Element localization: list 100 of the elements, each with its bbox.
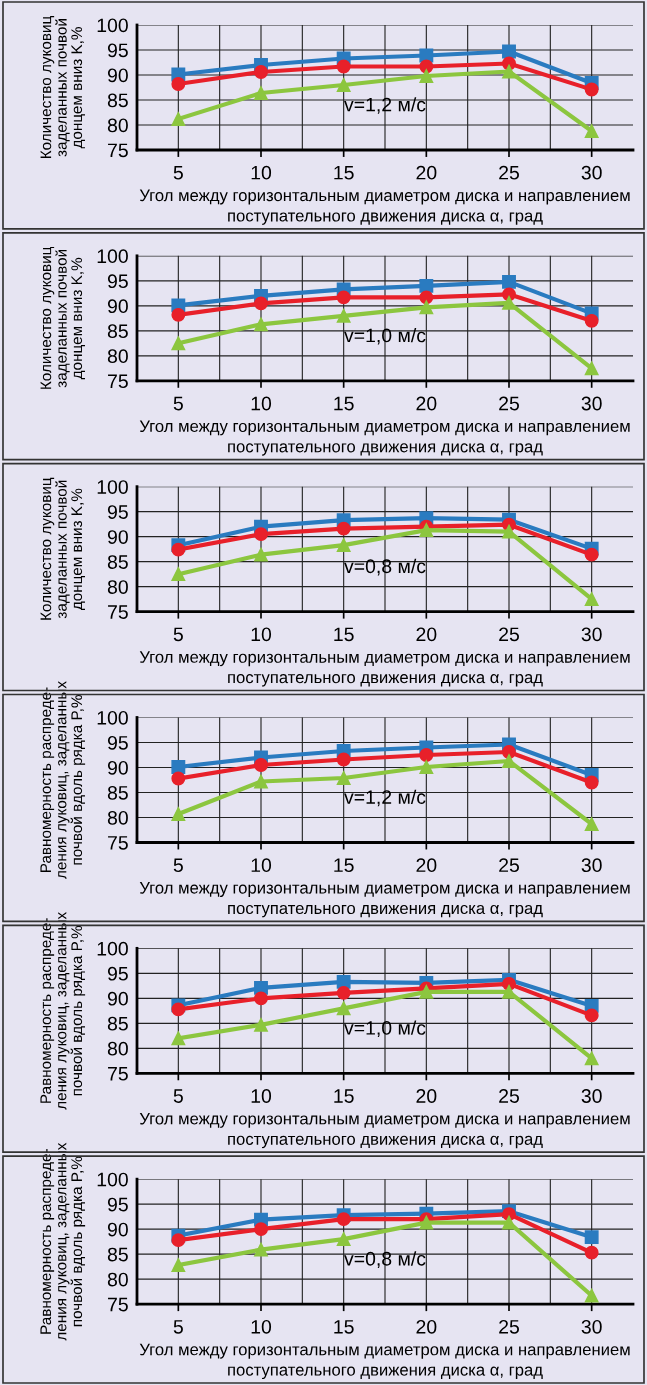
point	[502, 44, 516, 59]
x-axis-title: Угол между горизонтальным диаметром диска и направлением поступательного движения диска α, град	[139, 651, 630, 687]
point	[171, 77, 186, 91]
point	[336, 308, 351, 323]
y-tick-label: 75	[108, 374, 128, 389]
point	[254, 991, 268, 1006]
point	[254, 1242, 268, 1257]
x-tick-label: 5	[173, 1320, 183, 1334]
point	[584, 313, 599, 328]
point	[171, 307, 186, 322]
point	[171, 1233, 186, 1248]
y-tick-label: 90	[107, 68, 128, 83]
point	[171, 1002, 186, 1017]
y-tick-label: 80	[107, 1272, 128, 1287]
y-axis-title: Равномерность распреде- ления луковиц, заделанных почвой вдоль рядка P,%	[40, 1142, 86, 1341]
x-tick-label: 15	[334, 858, 354, 873]
point	[254, 527, 268, 542]
y-tick-label: 95	[107, 505, 128, 519]
y-tick-label: 90	[107, 299, 128, 314]
point	[584, 1245, 599, 1260]
x-tick-label: 30	[581, 165, 602, 180]
point	[336, 521, 351, 536]
x-tick-label: 10	[251, 858, 272, 873]
y-tick-label: 75	[108, 605, 128, 619]
x-tick-label: 20	[416, 627, 437, 642]
y-tick-label: 85	[107, 555, 128, 569]
y-tick-label: 95	[107, 43, 128, 58]
point	[419, 523, 434, 538]
x-tick-label: 25	[499, 396, 519, 411]
x-tick-label: 5	[173, 1089, 183, 1103]
annotation: v=1,2 м/с	[344, 789, 426, 807]
y-tick-label: 100	[97, 1172, 128, 1187]
x-tick-label: 20	[416, 858, 437, 873]
y-tick-label: 90	[107, 530, 128, 544]
x-tick-label: 30	[581, 396, 602, 411]
point	[502, 984, 516, 999]
x-axis-title: Угол между горизонтальным диаметром диска и направлением поступательного движения диска α, град	[139, 1343, 630, 1380]
x-tick-label: 15	[334, 396, 354, 411]
y-axis-title: Равномерность распреде- ления луковиц, заделанных почвой вдоль рядка P,%	[40, 911, 86, 1110]
x-axis-title: Угол между горизонтальным диаметром диска и направлением поступательного движения диска α, град	[139, 420, 630, 456]
point	[336, 538, 351, 553]
x-tick-label: 5	[173, 165, 183, 180]
x-tick-label: 10	[251, 1089, 272, 1103]
point	[254, 547, 268, 562]
point	[584, 124, 599, 138]
point	[336, 985, 351, 1000]
point	[584, 361, 599, 376]
x-tick-label: 25	[499, 165, 519, 180]
point	[171, 771, 186, 786]
y-axis-title: Количество луковиц заделанных почвой донцем вниз K,%	[40, 477, 85, 620]
point	[171, 542, 186, 557]
point	[336, 1232, 351, 1247]
x-tick-label: 10	[251, 396, 272, 411]
y-tick-label: 95	[107, 966, 128, 981]
y-tick-label: 85	[107, 1247, 128, 1262]
point	[254, 774, 268, 789]
point	[254, 317, 268, 332]
x-tick-label: 10	[251, 165, 272, 180]
y-tick-label: 100	[97, 480, 128, 494]
x-tick-label: 20	[416, 396, 437, 411]
x-tick-label: 30	[581, 627, 602, 642]
point	[419, 300, 434, 315]
x-tick-label: 15	[334, 1320, 354, 1334]
point	[502, 295, 516, 310]
point	[336, 290, 351, 305]
y-tick-label: 75	[108, 836, 128, 850]
y-tick-label: 95	[107, 274, 128, 289]
y-tick-label: 90	[107, 760, 128, 775]
point	[584, 1288, 599, 1303]
point	[584, 592, 599, 607]
y-tick-label: 100	[97, 941, 128, 956]
point	[419, 290, 434, 305]
point	[336, 1001, 351, 1016]
point	[254, 758, 268, 772]
x-tick-label: 20	[416, 165, 437, 180]
annotation: v=1,0 м/с	[344, 328, 426, 345]
point	[171, 1258, 186, 1273]
y-tick-label: 85	[107, 93, 128, 108]
point	[336, 59, 351, 74]
point	[584, 1008, 599, 1023]
x-tick-label: 30	[581, 1089, 602, 1103]
point	[336, 1212, 351, 1227]
y-axis-title: Равномерность распреде- ления луковиц, заделанных почвой вдоль рядка P,%	[40, 681, 86, 879]
y-axis-title: Количество луковиц заделанных почвой донцем вниз K,%	[40, 246, 85, 389]
annotation: v=1,0 м/с	[344, 1020, 426, 1038]
x-tick-label: 10	[251, 1319, 272, 1334]
point	[584, 82, 599, 97]
x-tick-label: 25	[499, 858, 519, 873]
x-tick-label: 5	[173, 627, 183, 642]
point	[419, 69, 434, 83]
point	[171, 760, 186, 774]
y-tick-label: 100	[97, 710, 128, 725]
point	[419, 59, 434, 74]
point	[254, 1222, 268, 1237]
point	[254, 1017, 268, 1032]
y-tick-label: 85	[107, 1016, 128, 1031]
point	[584, 817, 599, 831]
annotation: v=1,2 м/с	[344, 97, 426, 114]
y-tick-label: 80	[107, 1041, 128, 1056]
y-tick-label: 80	[107, 580, 128, 594]
